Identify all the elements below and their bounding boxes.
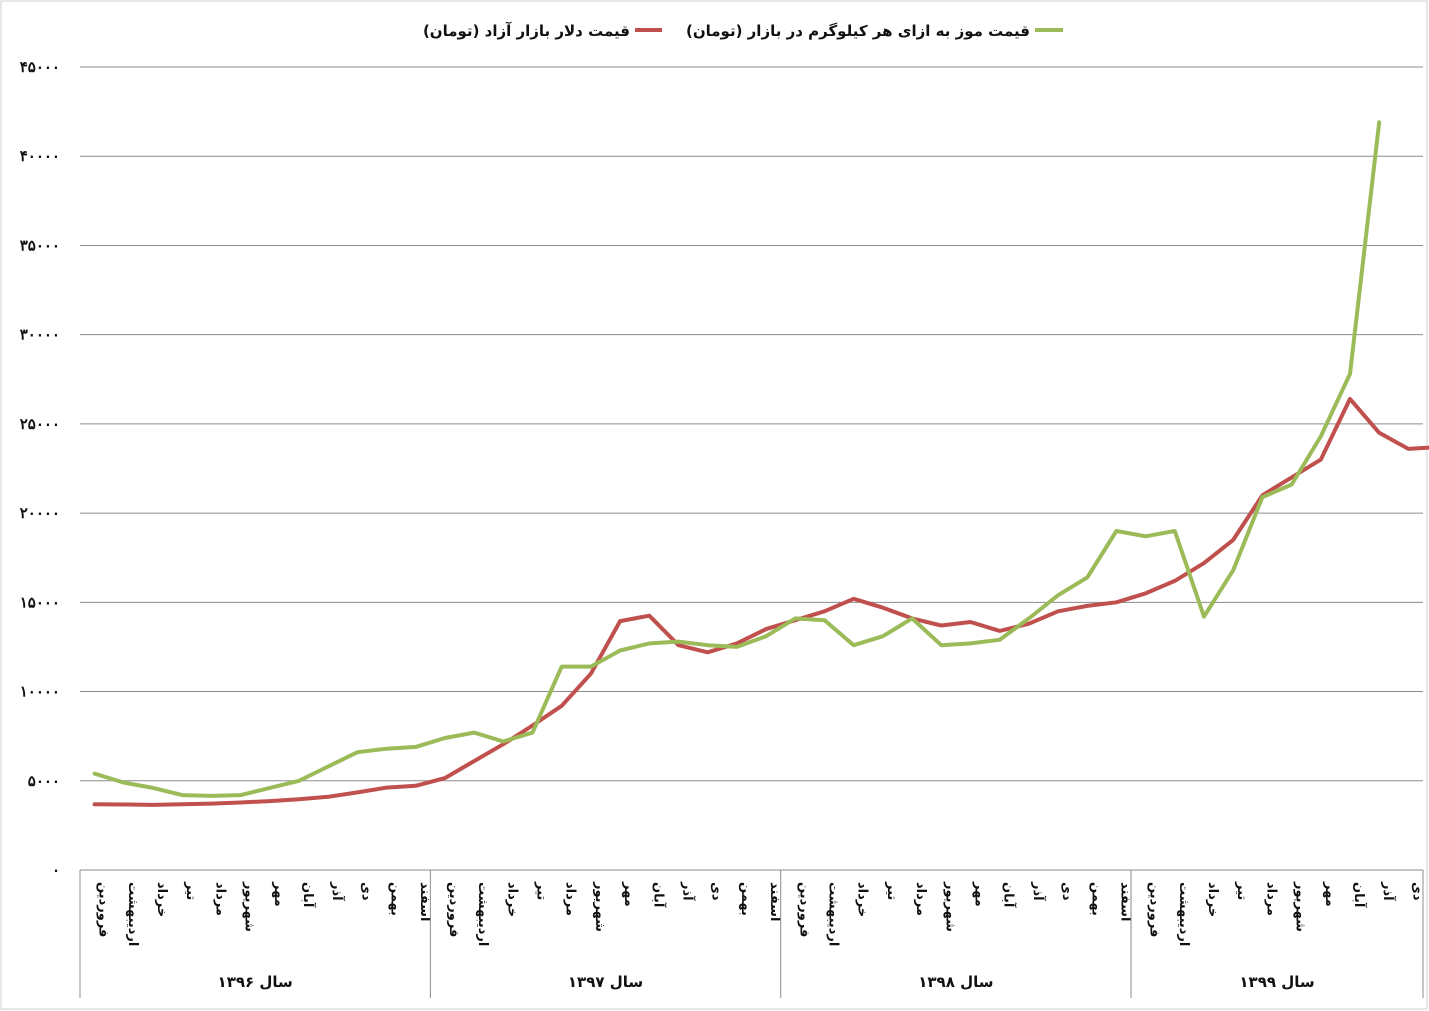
x-tick-label: آذر <box>1030 881 1047 901</box>
x-tick-label: تیر <box>183 881 198 900</box>
x-group-label: سال ۱۳۹۶ <box>218 973 293 991</box>
y-tick-label: ۱۰۰۰۰ <box>20 683 60 701</box>
x-tick-label: بهمن <box>388 882 403 916</box>
x-tick-label: آبان <box>650 882 667 908</box>
series-lines <box>92 120 1429 807</box>
y-tick-label: ۴۰۰۰۰ <box>20 147 60 165</box>
x-tick-label: آبان <box>1001 882 1018 908</box>
x-tick-label: مهر <box>621 881 636 907</box>
x-tick-label: مهر <box>971 881 986 907</box>
x-tick-label: فروردین <box>796 882 811 937</box>
x-tick-label: مرداد <box>212 882 227 916</box>
y-tick-label: ۴۵۰۰۰ <box>20 58 60 76</box>
x-tick-label: تیر <box>1234 881 1249 900</box>
x-tick-label: خرداد <box>855 882 870 917</box>
x-tick-label: شهریور <box>1293 881 1308 932</box>
legend-label-banana: قیمت موز به ازای هر کیلوگرم در بازار (تو… <box>686 22 1030 40</box>
x-tick-label: اردیبهشت <box>125 882 140 946</box>
x-tick-label: خرداد <box>1205 882 1220 917</box>
y-tick-label: ۲۵۰۰۰ <box>20 415 60 433</box>
x-tick-label: بهمن <box>1088 882 1103 916</box>
x-tick-label: مهر <box>1322 881 1337 907</box>
y-tick-label: ۳۵۰۰۰ <box>20 236 60 254</box>
y-tick-label: ۵۰۰۰ <box>28 772 60 790</box>
x-tick-label: مهر <box>271 881 286 907</box>
series-line-1 <box>92 120 1382 798</box>
series-line-0 <box>92 396 1429 807</box>
x-tick-label: آذر <box>329 881 346 901</box>
x-tick-label: آبان <box>300 882 317 908</box>
gridlines <box>80 66 1423 782</box>
x-tick-label: شهریور <box>242 881 257 932</box>
y-axis-ticks: ۰ ۵۰۰۰ ۱۰۰۰۰ ۱۵۰۰۰ ۲۰۰۰۰ ۲۵۰۰۰ ۳۰۰۰۰ ۳۵۰۰۰ ۴۰۰۰۰… <box>20 58 60 879</box>
x-tick-label: مرداد <box>1263 882 1278 916</box>
x-tick-label: آذر <box>680 881 697 901</box>
y-tick-label: ۳۰۰۰۰ <box>20 326 60 344</box>
y-tick-label: ۲۰۰۰۰ <box>20 504 60 522</box>
x-tick-label: فروردین <box>1147 882 1162 937</box>
legend: قیمت دلار بازار آزاد (تومان) قیمت موز به… <box>423 22 1063 40</box>
legend-label-dollar: قیمت دلار بازار آزاد (تومان) <box>423 22 630 40</box>
x-group-label: سال ۱۳۹۹ <box>1239 973 1314 991</box>
x-tick-label: فروردین <box>446 882 461 937</box>
x-group-label: سال ۱۳۹۷ <box>568 973 643 991</box>
x-tick-label: اردیبهشت <box>475 882 490 946</box>
y-tick-label: ۰ <box>52 861 60 879</box>
x-tick-label: اسفند <box>417 882 432 921</box>
x-tick-label: مرداد <box>563 882 578 916</box>
x-tick-label: خرداد <box>504 882 519 917</box>
x-tick-label: دی <box>709 882 724 901</box>
x-tick-label: تیر <box>884 881 899 900</box>
x-tick-label: اسفند <box>1117 882 1132 921</box>
x-tick-label: شهریور <box>942 881 957 932</box>
x-tick-label: مرداد <box>913 882 928 916</box>
x-tick-label: خرداد <box>154 882 169 917</box>
x-tick-label: آبان <box>1351 882 1368 908</box>
x-tick-label: فروردین <box>96 882 111 937</box>
x-tick-label: اسفند <box>767 882 782 921</box>
x-group-label: سال ۱۳۹۸ <box>918 973 993 991</box>
y-tick-label: ۱۵۰۰۰ <box>20 593 60 611</box>
x-tick-label: دی <box>1409 882 1424 901</box>
x-tick-label: آذر <box>1380 881 1397 901</box>
x-tick-label: تیر <box>534 881 549 900</box>
x-tick-label: بهمن <box>738 882 753 916</box>
x-axis: فروردین اردیبهشت خرداد تیر مرداد شهریور مهر آبا… <box>79 869 1424 998</box>
x-tick-label: اردیبهشت <box>1176 882 1191 946</box>
x-tick-label: دی <box>1059 882 1074 901</box>
x-tick-label: اردیبهشت <box>825 882 840 946</box>
x-tick-label: شهریور <box>592 881 607 932</box>
x-tick-label: دی <box>358 882 373 901</box>
